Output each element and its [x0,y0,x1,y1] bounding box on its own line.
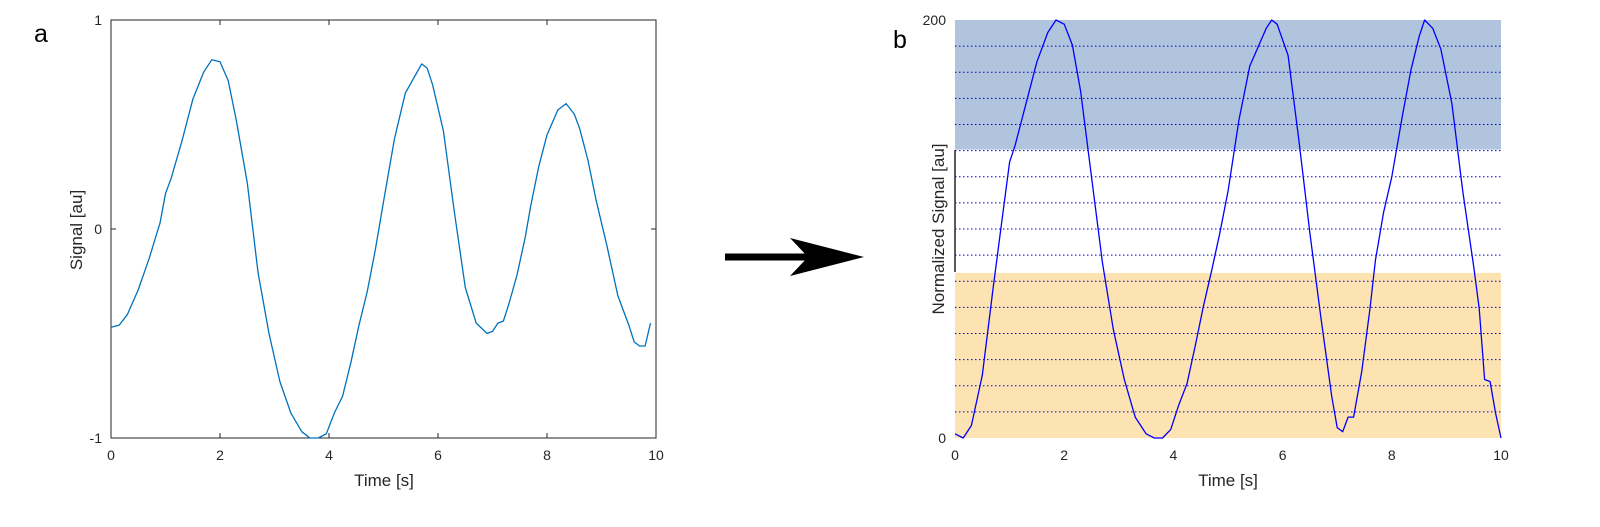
chart-panel-a: a 0 2 4 6 8 10-101 Time [s] Signal [au] [34,12,664,490]
y-tick-label: -1 [90,430,103,446]
arrow-icon [725,238,864,276]
y-axis-label-b: Normalized Signal [au] [929,143,948,314]
x-tick-label: 2 [216,447,224,463]
x-axis-label-b: Time [s] [1198,471,1258,490]
axes-frame [110,19,657,439]
y-tick-label: 0 [94,221,102,237]
chart-panel-b: b 0 2 4 6 8 10 0 200 Time [s] Normalized Signal… [893,12,1509,490]
arrow-head [790,238,864,276]
y-tick-label: 1 [94,12,102,28]
plot-area-a: 0 2 4 6 8 10-101 [90,12,664,463]
series-line [954,19,1502,439]
x-tick-label: 6 [1279,447,1287,463]
series-line [110,59,652,439]
panel-label-a: a [34,20,48,48]
y-tick-label: 200 [923,12,947,28]
x-tick-label: 0 [107,447,115,463]
x-tick-label: 4 [1170,447,1178,463]
y-axis-label-a: Signal [au] [67,190,86,270]
band-high [955,20,1501,150]
x-tick-label: 4 [325,447,333,463]
x-tick-label: 6 [434,447,442,463]
x-axis-label-a: Time [s] [354,471,414,490]
plot-area-b: 0 2 4 6 8 10 0 200 [923,12,1509,463]
x-tick-label: 8 [543,447,551,463]
x-tick-label: 8 [1388,447,1396,463]
x-tick-label: 10 [648,447,664,463]
x-tick-label: 10 [1493,447,1509,463]
y-tick-label: 0 [938,430,946,446]
x-tick-label: 2 [1060,447,1068,463]
panel-label-b: b [893,26,907,54]
band-low [955,272,1501,438]
x-tick-label: 0 [951,447,959,463]
